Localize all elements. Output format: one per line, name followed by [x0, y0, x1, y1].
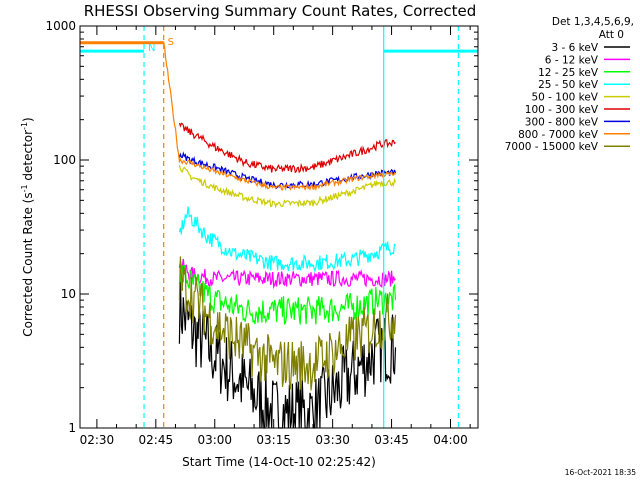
plot-frame	[79, 25, 479, 429]
series-line-7	[163, 41, 396, 192]
y-tick-label-1: 10	[61, 287, 76, 301]
legend-label-6: 300 - 800 keV	[525, 116, 599, 128]
legend-label-8: 7000 - 15000 keV	[505, 141, 599, 153]
legend-label-2: 12 - 25 keV	[538, 67, 599, 79]
series-line-3	[178, 206, 396, 274]
legend-label-5: 100 - 300 keV	[525, 104, 599, 116]
x-axis-label: Start Time (14-Oct-10 02:25:42)	[182, 455, 376, 469]
y-tick-label-2: 100	[53, 153, 76, 167]
legend-header-line2: Att 0	[599, 29, 624, 41]
x-tick-label-1: 02:45	[139, 433, 174, 447]
footer-date: 16-Oct-2021 18:35	[565, 468, 636, 477]
x-tick-label-2: 03:00	[197, 433, 232, 447]
series-line-5	[178, 122, 396, 174]
x-tick-label-0: 02:30	[80, 433, 115, 447]
chart-title: RHESSI Observing Summary Count Rates, Co…	[84, 2, 477, 20]
y-axis-label: Corrected Count Rate (s-1 detector-1)	[20, 117, 35, 336]
legend-label-1: 6 - 12 keV	[545, 54, 599, 66]
axes: 02:30 02:45 03:00 03:15 03:30 03:45 04:00 1 10 10…	[45, 19, 478, 447]
x-tick-label-4: 03:30	[315, 433, 350, 447]
x-tick-label-6: 04:00	[433, 433, 468, 447]
legend-label-7: 800 - 7000 keV	[518, 129, 599, 141]
series-line-4	[178, 164, 397, 209]
series-line-0	[178, 277, 397, 429]
x-tick-label-3: 03:15	[256, 433, 291, 447]
legend-label-4: 50 - 100 keV	[531, 92, 598, 104]
legend-label-3: 25 - 50 keV	[538, 79, 599, 91]
marker-label-1: N	[148, 43, 155, 54]
series-line-1	[178, 258, 396, 290]
marker-label-0: S	[168, 37, 174, 48]
chart-marks: SN	[80, 26, 478, 429]
x-tick-label-5: 03:45	[374, 433, 409, 447]
series-line-2	[178, 263, 397, 325]
series-line-6	[178, 151, 397, 190]
y-tick-label-0: 1	[68, 421, 76, 435]
legend-header-line1: Det 1,3,4,5,6,9,	[552, 16, 634, 28]
y-tick-label-3: 1000	[45, 19, 76, 33]
legend-label-0: 3 - 6 keV	[551, 42, 598, 54]
series-line-8	[178, 256, 397, 391]
